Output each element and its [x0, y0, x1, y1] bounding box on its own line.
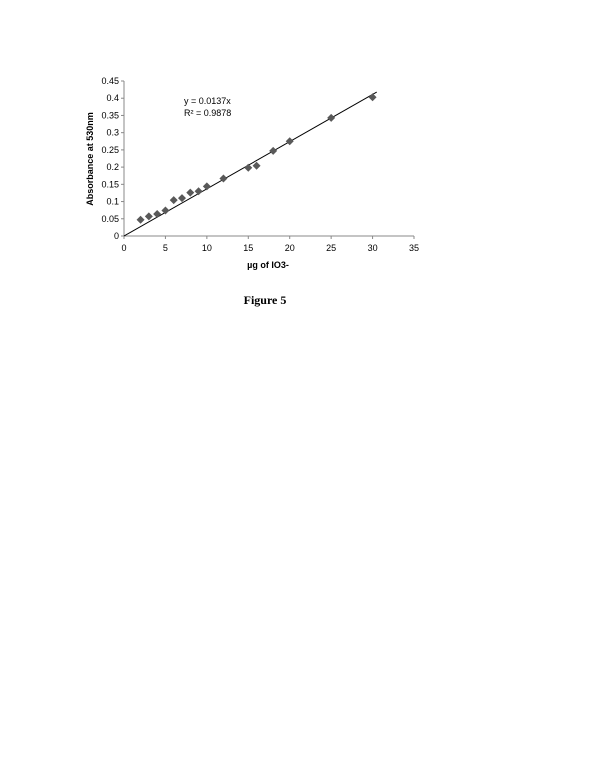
x-tick-label: 20 [285, 243, 295, 253]
data-point [194, 187, 203, 196]
data-point [161, 206, 170, 215]
x-axis-ticks: 0 5 10 15 20 25 30 35 [121, 236, 419, 253]
data-point [153, 209, 162, 218]
data-point [136, 215, 145, 224]
y-tick-label: 0.45 [101, 76, 119, 86]
scatter-chart: 0 0.05 0.1 0.15 0.2 0.25 0.3 0.35 0.4 0.45 0 5 10 15… [85, 76, 419, 270]
y-tick-label: 0.15 [101, 179, 119, 189]
r-squared-label: R² = 0.9878 [184, 108, 231, 118]
x-tick-label: 35 [409, 243, 419, 253]
x-tick-label: 30 [368, 243, 378, 253]
x-tick-label: 5 [163, 243, 168, 253]
data-point [202, 182, 211, 191]
data-point [244, 163, 253, 172]
x-axis-title: µg of IO3- [247, 260, 289, 270]
data-point [269, 146, 278, 155]
linear-trendline [123, 91, 377, 237]
y-tick-label: 0.2 [106, 162, 119, 172]
data-point [285, 137, 294, 146]
y-axis-title: Absorbance at 530nm [85, 112, 95, 206]
y-tick-label: 0.3 [106, 128, 119, 138]
data-point [252, 161, 261, 170]
data-point [186, 188, 195, 197]
x-tick-label: 10 [202, 243, 212, 253]
data-point [169, 196, 178, 205]
data-point [368, 93, 377, 102]
y-tick-label: 0.05 [101, 214, 119, 224]
y-axis-ticks: 0 0.05 0.1 0.15 0.2 0.25 0.3 0.35 0.4 0.45 [101, 76, 124, 241]
x-tick-label: 25 [326, 243, 336, 253]
trendline-equation: y = 0.0137x [184, 96, 231, 106]
y-tick-label: 0.25 [101, 145, 119, 155]
x-tick-label: 15 [243, 243, 253, 253]
data-point [178, 194, 186, 203]
y-tick-label: 0.35 [101, 110, 119, 120]
x-tick-label: 0 [121, 243, 126, 253]
y-tick-label: 0 [114, 231, 119, 241]
y-tick-label: 0.4 [106, 93, 119, 103]
data-point [144, 212, 153, 221]
figure-caption: Figure 5 [243, 293, 287, 307]
data-points [136, 93, 377, 224]
y-tick-label: 0.1 [106, 197, 119, 207]
data-point [327, 113, 336, 122]
data-point [219, 174, 228, 183]
